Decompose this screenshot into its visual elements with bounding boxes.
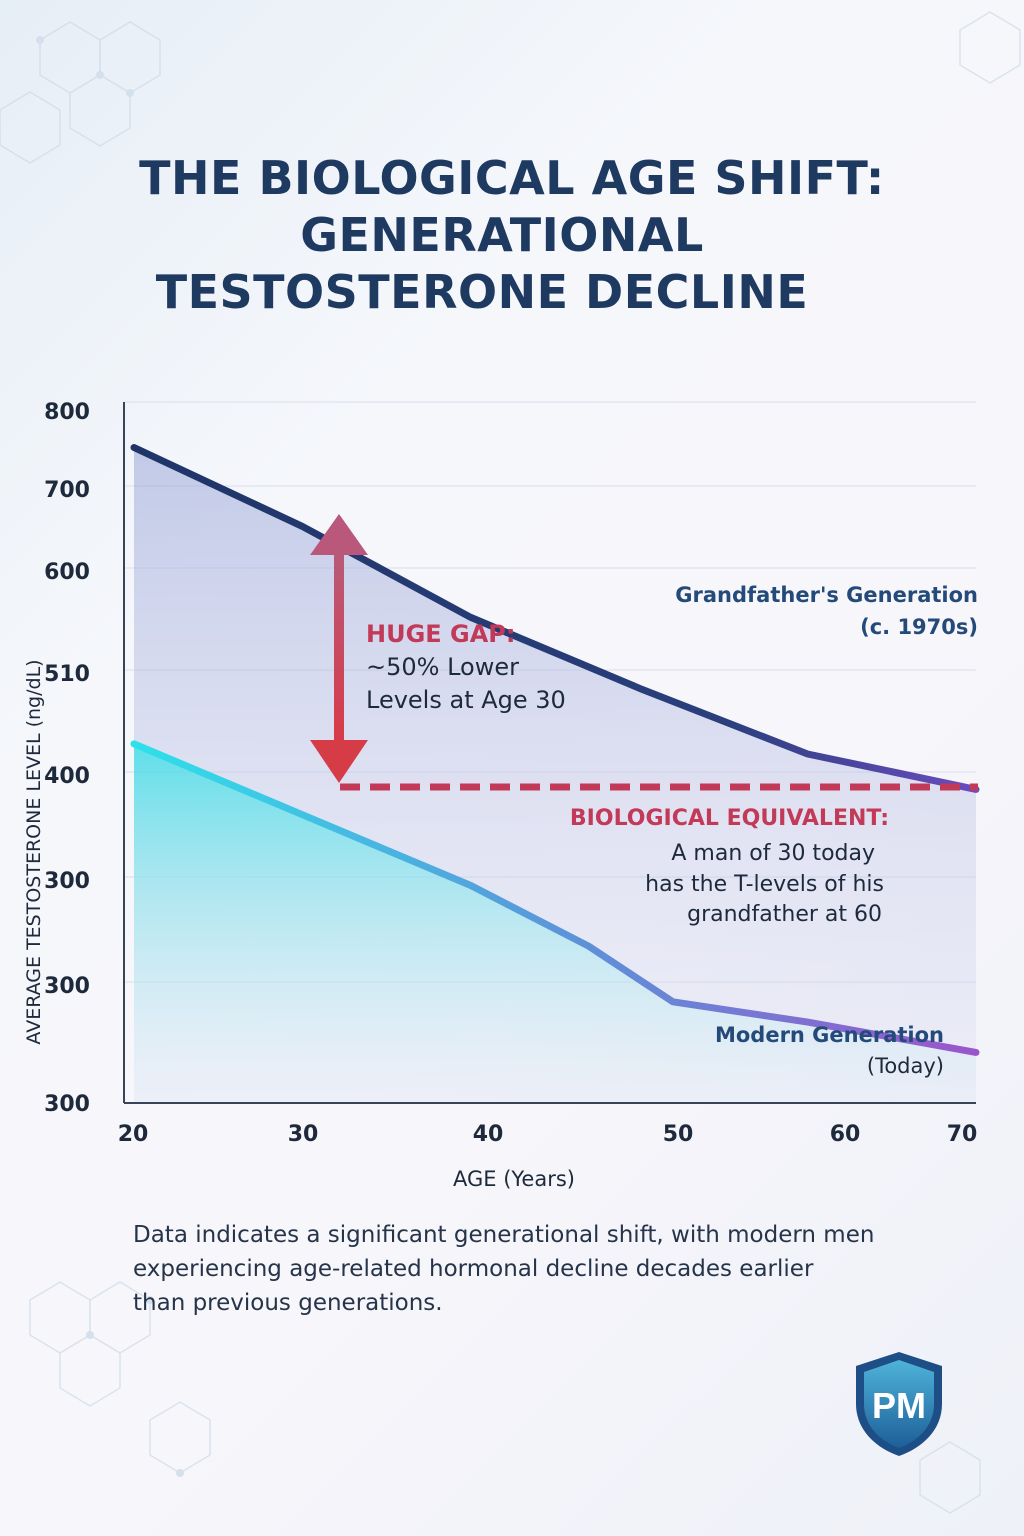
logo-text: PM [872, 1385, 926, 1426]
gap-annotation-line2: Levels at Age 30 [366, 686, 566, 714]
x-tick-label: 40 [473, 1122, 504, 1147]
grandfather-label: Grandfather's Generation [675, 583, 978, 607]
x-tick-label: 70 [947, 1122, 978, 1147]
y-tick-label: 600 [44, 560, 90, 585]
equivalent-annotation-line2: has the T-levels of his [645, 872, 884, 897]
gap-arrow-head-down [310, 740, 368, 783]
equivalent-annotation-line3: grandfather at 60 [687, 902, 882, 927]
y-tick-label: 300 [44, 974, 90, 999]
chart-caption: Data indicates a significant generationa… [133, 1218, 973, 1320]
y-tick-label: 400 [44, 764, 90, 789]
caption-line-2: experiencing age-related hormonal declin… [133, 1256, 814, 1282]
title-line-1: THE BIOLOGICAL AGE SHIFT: [139, 151, 885, 205]
x-tick-label: 20 [118, 1122, 149, 1147]
grandfather-line [130, 444, 980, 793]
y-tick-label: 800 [44, 400, 90, 425]
gap-annotation-line1: ~50% Lower [366, 653, 519, 681]
title-line-3: TESTOSTERONE DECLINE [155, 265, 809, 319]
x-axis-title: AGE (Years) [453, 1167, 575, 1191]
x-tick-label: 60 [830, 1122, 861, 1147]
grandfather-sublabel: (c. 1970s) [860, 615, 978, 639]
title-line-2: GENERATIONAL [300, 208, 704, 262]
y-axis-title: AVERAGE TESTOSTERONE LEVEL (ng/dL) [23, 659, 45, 1044]
equivalent-annotation-line1: A man of 30 today [671, 841, 875, 866]
x-tick-label: 30 [288, 1122, 319, 1147]
modern-sublabel: (Today) [867, 1054, 944, 1078]
gap-arrow-head-up [310, 514, 368, 555]
gap-arrow-shaft [334, 553, 344, 743]
y-tick-label: 300 [44, 869, 90, 894]
caption-line-3: than previous generations. [133, 1290, 443, 1316]
equivalent-annotation-title: BIOLOGICAL EQUIVALENT: [570, 806, 889, 831]
x-tick-label: 50 [663, 1122, 694, 1147]
pm-shield-logo: PM [856, 1352, 942, 1456]
caption-line-1: Data indicates a significant generationa… [133, 1222, 875, 1248]
modern-label: Modern Generation [715, 1023, 944, 1047]
y-tick-label: 510 [44, 662, 90, 687]
gap-annotation-title: HUGE GAP: [366, 620, 515, 648]
y-tick-label: 700 [44, 478, 90, 503]
y-tick-label: 300 [44, 1092, 90, 1117]
